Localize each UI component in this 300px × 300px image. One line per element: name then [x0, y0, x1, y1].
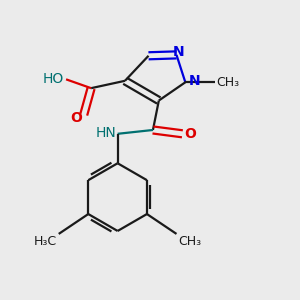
Text: HN: HN — [95, 126, 116, 140]
Text: HO: HO — [43, 72, 64, 86]
Text: O: O — [185, 127, 197, 141]
Text: N: N — [173, 45, 185, 59]
Text: N: N — [189, 74, 200, 88]
Text: O: O — [70, 111, 82, 124]
Text: CH₃: CH₃ — [178, 236, 201, 248]
Text: CH₃: CH₃ — [216, 76, 239, 89]
Text: H₃C: H₃C — [34, 236, 57, 248]
